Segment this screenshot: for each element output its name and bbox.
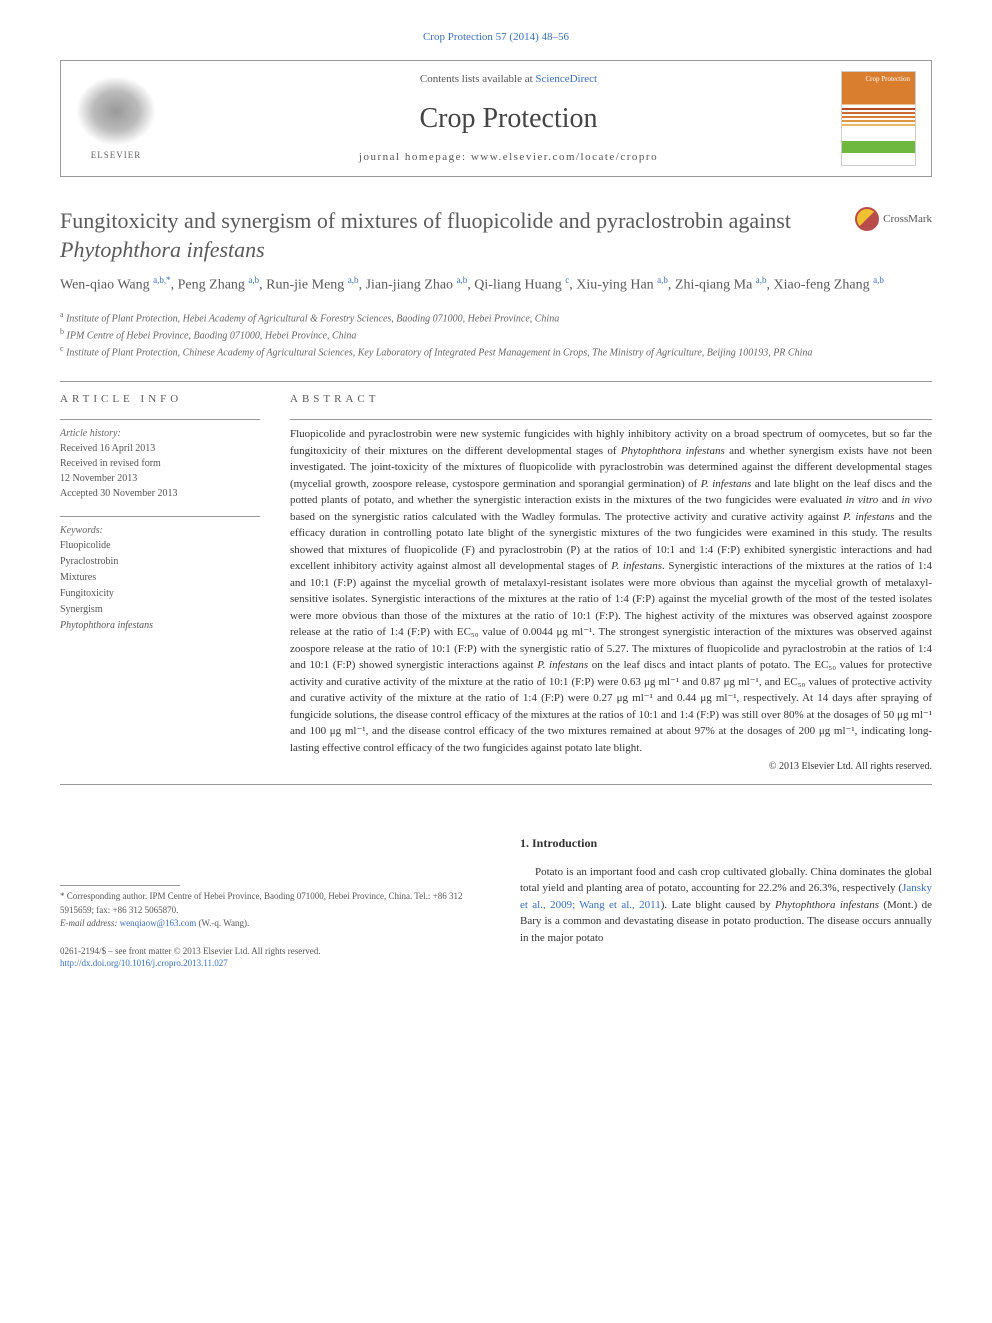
elsevier-label: ELSEVIER [76, 149, 156, 162]
article-history: Article history: Received 16 April 2013R… [60, 419, 260, 501]
keywords-label: Keywords: [60, 523, 260, 538]
issn-line: 0261-2194/$ – see front matter © 2013 El… [60, 945, 480, 958]
footer-divider [60, 885, 180, 886]
elsevier-logo: ELSEVIER [76, 76, 156, 161]
intro-paragraph: Potato is an important food and cash cro… [520, 864, 932, 947]
email-suffix: (W.-q. Wang). [196, 918, 249, 928]
journal-cover-thumbnail: Crop Protection [841, 71, 916, 166]
keyword-item: Phytophthora infestans [60, 618, 260, 634]
title-species: Phytophthora infestans [60, 237, 265, 262]
affiliations: a Institute of Plant Protection, Hebei A… [60, 309, 932, 361]
affiliation-line: a Institute of Plant Protection, Hebei A… [60, 309, 932, 326]
keyword-item: Mixtures [60, 570, 260, 586]
cover-title: Crop Protection [842, 72, 915, 88]
abstract-text: Fluopicolide and pyraclostrobin were new… [290, 419, 932, 756]
homepage-url[interactable]: www.elsevier.com/locate/cropro [471, 151, 658, 163]
keyword-item: Synergism [60, 602, 260, 618]
article-title: Fungitoxicity and synergism of mixtures … [60, 207, 835, 264]
journal-name: Crop Protection [176, 99, 841, 138]
copyright-line: © 2013 Elsevier Ltd. All rights reserved… [290, 760, 932, 774]
corresponding-author-footer: * Corresponding author. IPM Centre of He… [60, 885, 480, 931]
article-info-heading: ARTICLE INFO [60, 392, 260, 407]
contents-line: Contents lists available at ScienceDirec… [176, 72, 841, 87]
publication-info: 0261-2194/$ – see front matter © 2013 El… [60, 945, 480, 970]
corresponding-text: * Corresponding author. IPM Centre of He… [60, 890, 480, 917]
keyword-item: Fluopicolide [60, 538, 260, 554]
history-line: Received in revised form [60, 456, 260, 471]
doi-link[interactable]: http://dx.doi.org/10.1016/j.cropro.2013.… [60, 958, 228, 968]
keyword-item: Pyraclostrobin [60, 554, 260, 570]
crossmark-icon [855, 207, 879, 231]
title-text: Fungitoxicity and synergism of mixtures … [60, 208, 791, 233]
crossmark-badge[interactable]: CrossMark [855, 207, 932, 231]
history-label: Article history: [60, 426, 260, 441]
email-label: E-mail address: [60, 918, 120, 928]
sciencedirect-link[interactable]: ScienceDirect [535, 73, 597, 85]
journal-header: ELSEVIER Contents lists available at Sci… [60, 60, 932, 177]
email-link[interactable]: wenqiaow@163.com [120, 918, 197, 928]
affiliation-line: c Institute of Plant Protection, Chinese… [60, 343, 932, 360]
affiliation-line: b IPM Centre of Hebei Province, Baoding … [60, 326, 932, 343]
divider [60, 381, 932, 382]
intro-text-2: ). Late blight caused by [661, 899, 775, 911]
intro-text-1: Potato is an important food and cash cro… [520, 866, 932, 895]
citation-link[interactable]: Crop Protection 57 (2014) 48–56 [60, 30, 932, 45]
authors-list: Wen-qiao Wang a,b,*, Peng Zhang a,b, Run… [60, 273, 932, 297]
history-line: Accepted 30 November 2013 [60, 486, 260, 501]
intro-heading: 1. Introduction [520, 835, 932, 852]
history-line: Received 16 April 2013 [60, 441, 260, 456]
homepage-prefix: journal homepage: [359, 151, 471, 163]
abstract-heading: ABSTRACT [290, 392, 932, 407]
keywords-block: Keywords: FluopicolidePyraclostrobinMixt… [60, 516, 260, 634]
divider [60, 784, 932, 785]
history-line: 12 November 2013 [60, 471, 260, 486]
keyword-item: Fungitoxicity [60, 586, 260, 602]
homepage-line: journal homepage: www.elsevier.com/locat… [176, 150, 841, 165]
contents-prefix: Contents lists available at [420, 73, 535, 85]
crossmark-label: CrossMark [883, 212, 932, 227]
intro-species: Phytophthora infestans [775, 899, 879, 911]
